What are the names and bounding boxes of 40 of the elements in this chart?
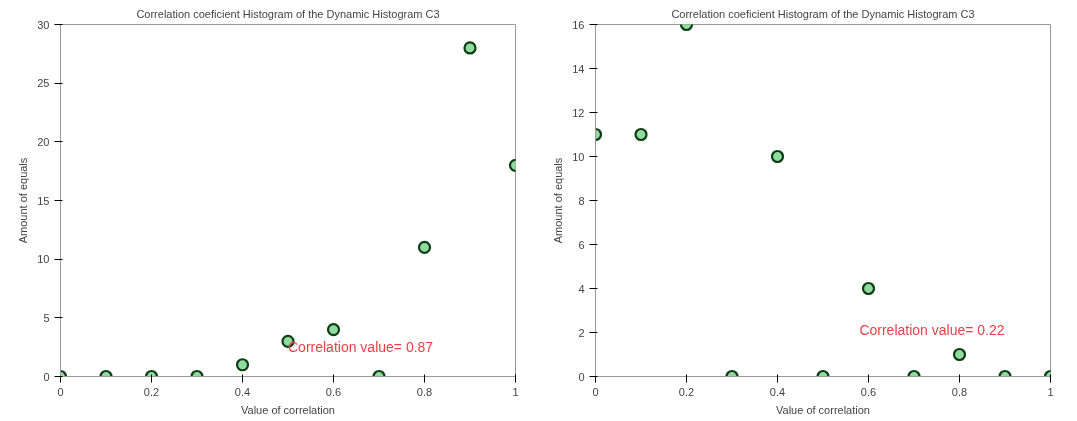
point	[463, 41, 477, 55]
x-tick-label: 0.4	[769, 385, 786, 398]
y-tick-label: 0	[578, 370, 585, 383]
y-tick-label: 5	[43, 311, 50, 324]
y-tick-label: 14	[572, 62, 585, 75]
x-tick-label: 1	[512, 385, 519, 398]
y-tick-label: 20	[37, 135, 50, 148]
y-tick-label: 8	[578, 194, 585, 207]
y-tick-label: 10	[37, 253, 50, 266]
y-tick-label: 4	[578, 282, 585, 295]
point	[634, 127, 648, 142]
y-axis-title: Amount of equals	[17, 157, 30, 244]
x-tick-label: 0.6	[860, 385, 877, 398]
y-tick-label: 15	[37, 194, 50, 207]
x-tick-label: 0.4	[234, 385, 251, 398]
x-axis-title: Value of correlation	[776, 403, 870, 416]
y-tick-label: 30	[37, 18, 50, 31]
chart-title: Correlation coeficient Histogram of the Dynamic Histogram C3	[671, 7, 975, 20]
point	[770, 149, 785, 164]
y-axis-title: Amount of equals	[552, 157, 565, 244]
y-tick-label: 2	[578, 326, 585, 339]
x-tick-label: 0.2	[678, 385, 695, 398]
y-tick-label: 16	[572, 18, 585, 31]
x-tick-label: 0.2	[143, 385, 160, 398]
point	[417, 240, 432, 255]
x-tick-label: 0.8	[951, 385, 968, 398]
y-tick-label: 25	[37, 77, 50, 90]
x-tick-label: 0.8	[416, 385, 433, 398]
annotation: Correlation value= 0.87	[288, 339, 434, 356]
y-tick-label: 12	[572, 106, 585, 119]
x-axis-title: Value of correlation	[241, 403, 335, 416]
chart-title: Correlation coeficient Histogram of the Dynamic Histogram C3	[136, 7, 440, 20]
x-tick-label: 1	[1047, 385, 1054, 398]
x-tick-label: 0	[57, 385, 64, 398]
x-tick-label: 0	[592, 385, 599, 398]
y-tick-label: 0	[43, 370, 50, 383]
annotation: Correlation value= 0.22	[859, 321, 1005, 338]
y-tick-label: 6	[578, 238, 585, 251]
x-tick-label: 0.6	[325, 385, 342, 398]
y-tick-label: 10	[572, 150, 585, 163]
